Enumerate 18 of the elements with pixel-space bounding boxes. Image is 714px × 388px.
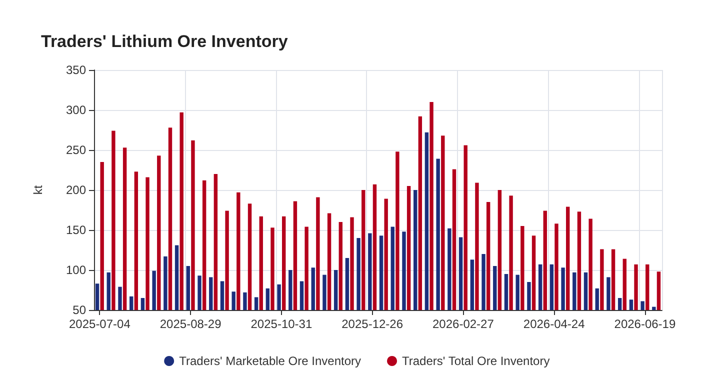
y-tick-label: 100 <box>66 263 86 277</box>
x-tick-label: 2025-08-29 <box>160 317 222 331</box>
y-tick-label: 50 <box>72 303 86 317</box>
x-tick-label: 2026-02-27 <box>432 317 494 331</box>
y-tick-label: 150 <box>66 223 86 237</box>
y-tick-label: 250 <box>66 143 86 157</box>
x-tick-label: 2026-06-19 <box>614 317 676 331</box>
x-tick-label: 2025-10-31 <box>250 317 312 331</box>
x-tick-label: 2026-04-24 <box>523 317 586 331</box>
legend-label: Traders' Marketable Ore Inventory <box>179 354 362 368</box>
x-tick-label: 2025-12-26 <box>342 317 404 331</box>
legend-label: Traders' Total Ore Inventory <box>402 354 550 368</box>
y-tick-label: 200 <box>66 183 86 197</box>
chart-title: Traders' Lithium Ore Inventory <box>41 32 288 51</box>
y-tick-label: 350 <box>66 63 86 77</box>
x-tick-label: 2025-07-04 <box>68 317 131 331</box>
y-axis-title: kt <box>31 184 45 195</box>
y-tick-label: 300 <box>66 103 86 117</box>
